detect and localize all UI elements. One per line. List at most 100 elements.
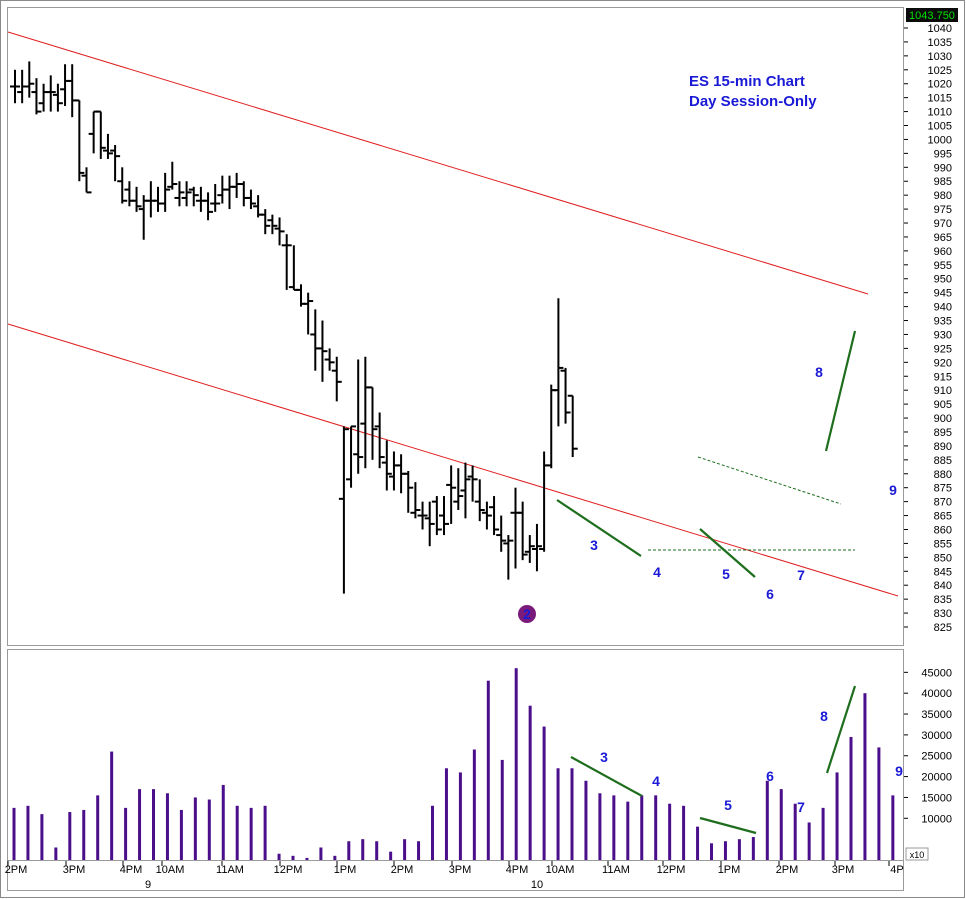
price-axis-label: 970 xyxy=(934,218,952,230)
price-axis-label: 865 xyxy=(934,511,952,523)
price-axis-label: 950 xyxy=(934,274,952,286)
price-channel xyxy=(7,31,899,597)
volume-bar xyxy=(472,749,476,860)
volume-axis-label: 30000 xyxy=(921,730,952,742)
volume-bar xyxy=(486,680,490,860)
volume-bar xyxy=(263,805,267,860)
volume-bar xyxy=(221,784,225,860)
volume-bar xyxy=(891,795,895,860)
volume-bar xyxy=(640,795,644,860)
volume-bar xyxy=(179,809,183,860)
wave-label: 7 xyxy=(797,799,805,815)
volume-axis-label: 15000 xyxy=(921,792,952,804)
volume-axis-label: 35000 xyxy=(921,709,952,721)
volume-bar xyxy=(779,789,783,860)
trend-annotation-line xyxy=(699,528,756,578)
volume-scale-box xyxy=(905,847,929,861)
price-axis-label: 870 xyxy=(934,497,952,509)
volume-bar xyxy=(765,780,769,860)
volume-bar xyxy=(431,805,434,860)
trend-annotation-line xyxy=(556,499,642,557)
volume-bar xyxy=(849,736,853,860)
wave-label: 8 xyxy=(820,708,828,724)
volume-bar xyxy=(96,795,100,860)
volume-bars xyxy=(12,668,895,860)
price-axis-label: 1005 xyxy=(928,121,952,133)
volume-bar xyxy=(68,812,72,860)
volume-bar xyxy=(807,822,811,860)
time-axis-label: 10AM xyxy=(546,864,575,876)
wave-label: 2 xyxy=(523,606,531,622)
price-panel xyxy=(7,7,904,646)
triangle-upper-dotted-line xyxy=(697,456,842,505)
volume-bar xyxy=(710,843,713,860)
price-axis-label: 985 xyxy=(934,176,952,188)
volume-bar xyxy=(152,789,155,860)
wave-label: 8 xyxy=(815,364,823,380)
price-axis-label: 850 xyxy=(934,552,952,564)
price-axis-label: 895 xyxy=(934,427,952,439)
volume-bar xyxy=(751,837,755,860)
volume-bar xyxy=(542,726,546,860)
time-axis-label: 12PM xyxy=(274,864,303,876)
price-axis-label: 920 xyxy=(934,357,952,369)
last-price-badge xyxy=(906,8,958,22)
wave-label: 5 xyxy=(722,566,730,582)
volume-bar xyxy=(235,805,239,860)
volume-bar xyxy=(375,841,379,860)
price-axis-label: 835 xyxy=(934,594,952,606)
volume-bar xyxy=(654,795,658,860)
wave-label: 7 xyxy=(797,567,805,583)
price-axis-label: 840 xyxy=(934,580,952,592)
time-axis-label: 4P xyxy=(890,864,903,876)
volume-bar xyxy=(361,839,365,860)
volume-axis-label: 10000 xyxy=(921,813,952,825)
volume-bar xyxy=(110,751,114,860)
volume-bar xyxy=(626,801,630,860)
price-axis-label: 965 xyxy=(934,232,952,244)
volume-bar xyxy=(877,747,881,860)
price-axis-label: 915 xyxy=(934,371,952,383)
wave-annotations: 2 3 4 5 6 7 8 9 3 4 5 6 7 8 9 xyxy=(518,330,903,835)
volume-bar xyxy=(570,768,574,860)
volume-bar xyxy=(696,826,700,860)
volume-bar xyxy=(612,795,616,860)
volume-axis-label: 40000 xyxy=(921,688,952,700)
time-axis-label: 1PM xyxy=(718,864,741,876)
price-axis-label: 925 xyxy=(934,343,952,355)
volume-axis: 10000 15000 20000 25000 30000 35000 40000 45000 xyxy=(904,667,952,825)
volume-bar xyxy=(347,841,351,860)
volume-bar xyxy=(723,841,727,860)
volume-bar xyxy=(598,793,602,860)
time-axis-label: 2PM xyxy=(391,864,414,876)
volume-panel xyxy=(7,649,904,861)
time-axis-label: 4PM xyxy=(120,864,143,876)
volume-bar xyxy=(528,705,532,860)
volume-bar xyxy=(26,805,30,860)
volume-trend-annotation-line xyxy=(699,816,757,835)
price-bars xyxy=(10,61,578,594)
volume-bar xyxy=(682,805,686,860)
price-axis-label: 830 xyxy=(934,608,952,620)
time-axis-label: 1PM xyxy=(334,864,357,876)
date-label: 10 xyxy=(531,879,543,891)
price-axis-label: 1010 xyxy=(928,107,952,119)
volume-bar xyxy=(500,759,504,860)
time-axis-label: 3PM xyxy=(832,864,855,876)
price-axis-label: 945 xyxy=(934,288,952,300)
price-axis-label: 930 xyxy=(934,329,952,341)
date-label: 9 xyxy=(145,879,151,891)
volume-axis-label: 45000 xyxy=(921,667,952,679)
volume-bar xyxy=(124,807,128,860)
lower-channel-line xyxy=(7,323,899,597)
time-axis-label: 11AM xyxy=(216,864,244,876)
time-axis-label: 2PM xyxy=(5,864,28,876)
price-axis-label: 890 xyxy=(934,441,952,453)
volume-trend-annotation-line xyxy=(825,685,857,774)
time-axis-area xyxy=(7,860,904,891)
volume-trend-annotation-line xyxy=(570,756,643,797)
wave-label: 3 xyxy=(590,537,598,553)
volume-bar xyxy=(389,851,393,860)
volume-scale-label: x10 xyxy=(910,850,925,860)
